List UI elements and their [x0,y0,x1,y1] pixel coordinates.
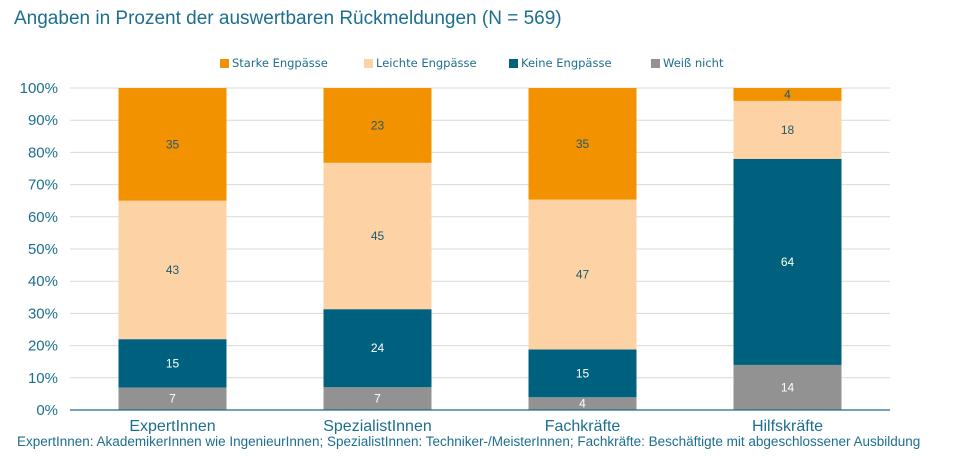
y-tick-label: 20% [28,338,58,355]
legend-label: Starke Engpässe [232,56,328,70]
bar-segment [323,162,432,310]
data-label: 18 [781,123,795,137]
x-tick-label: SpezialistInnen [323,418,432,434]
y-tick-label: 90% [28,112,58,129]
bar-segment [733,100,842,159]
data-label: 47 [576,268,590,282]
x-tick-label: Fachkräfte [545,418,621,434]
data-label: 4 [784,87,791,101]
legend-item: Keine Engpässe [509,56,612,70]
data-label: 45 [371,229,385,243]
data-label: 35 [166,137,180,151]
y-tick-label: 10% [28,370,58,387]
bar-segment [733,88,842,101]
legend-label: Keine Engpässe [521,56,612,70]
y-tick-label: 60% [28,209,58,226]
bar-segment [733,364,842,410]
data-label: 7 [169,392,176,406]
bar-segment [733,158,842,365]
data-label: 7 [374,392,381,406]
legend-swatch [220,58,229,68]
bar-segment [118,200,227,340]
data-label: 35 [576,137,590,151]
bar-segment [323,387,432,410]
y-tick-label: 0% [36,402,58,419]
legend-swatch [509,58,518,68]
data-label: 64 [781,255,795,269]
bar-segment [528,397,637,410]
legend-swatch [651,58,660,68]
y-tick-label: 30% [28,305,58,322]
bar-segment [118,339,227,388]
y-tick-label: 40% [28,273,58,290]
data-label: 4 [579,397,586,411]
bar-segment [118,88,227,201]
x-tick-label: Hilfskräfte [752,418,823,434]
stacked-bar-chart: 0% 10% 20% 30% 40% 50% 60% 70% 80% 90% 100% 7 15 43 35… [20,80,890,434]
legend-item: Weiß nicht [651,56,723,70]
legend: Starke Engpässe Leichte Engpässe Keine E… [0,56,954,72]
legend-item: Leichte Engpässe [364,56,477,70]
data-label: 24 [371,341,385,355]
data-label: 15 [576,366,590,380]
bar-segment [118,387,227,410]
data-label: 43 [166,263,180,277]
bar-segment [528,349,637,398]
legend-label: Weiß nicht [663,56,724,70]
data-label: 15 [166,356,180,370]
legend-swatch [364,58,373,68]
footnote: ExpertInnen: AkademikerInnen wie Ingenie… [17,434,921,449]
data-label: 23 [371,118,385,132]
legend-label: Leichte Engpässe [376,56,477,70]
data-label: 14 [781,380,795,394]
bar-segment [528,88,637,200]
legend-item: Starke Engpässe [220,56,328,70]
bar-segment [323,88,432,163]
y-tick-label: 80% [28,144,58,161]
y-tick-label: 70% [28,177,58,194]
y-tick-label: 100% [20,80,58,97]
chart-title: Angaben in Prozent der auswertbaren Rück… [14,8,562,29]
y-tick-label: 50% [28,241,58,258]
bar-segment [323,309,432,388]
bar-segment [528,199,637,350]
x-tick-label: ExpertInnen [129,418,215,434]
